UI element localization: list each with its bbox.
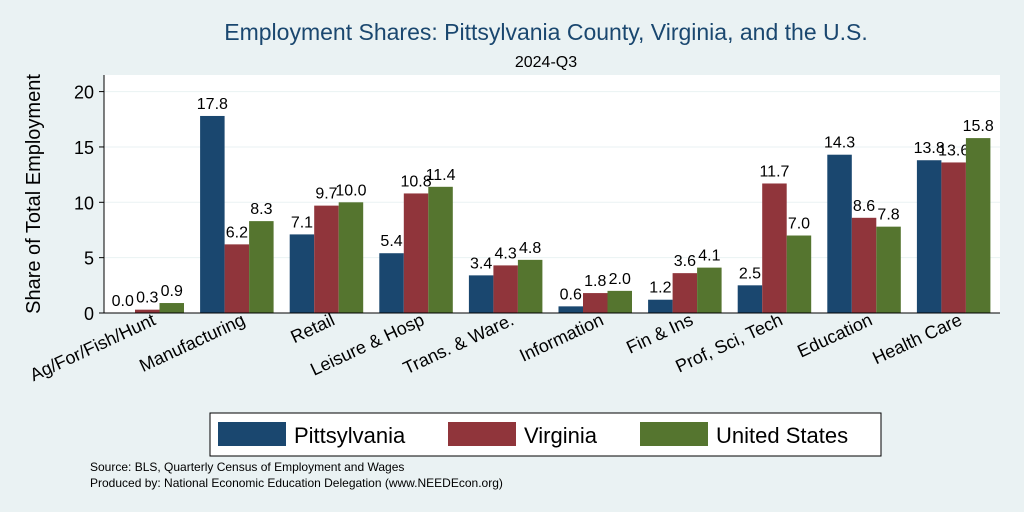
x-tick-label-8: Education — [794, 309, 875, 361]
legend-swatch-virginia — [448, 422, 516, 446]
data-label-0-8: 14.3 — [824, 135, 855, 152]
bar-0-5 — [558, 306, 583, 313]
bar-1-8 — [851, 217, 877, 313]
data-label-0-1: 17.8 — [197, 96, 228, 113]
data-label-1-4: 4.3 — [495, 245, 517, 262]
data-label-2-9: 15.8 — [963, 118, 994, 135]
data-label-0-9: 13.8 — [914, 140, 945, 157]
data-label-2-8: 7.8 — [877, 207, 899, 224]
legend: Pittsylvania Virginia United States — [209, 412, 882, 457]
chart-title: Employment Shares: Pittsylvania County, … — [224, 19, 867, 45]
data-label-2-2: 10.0 — [335, 182, 366, 199]
x-tick-label-6: Fin & Ins — [623, 309, 696, 357]
bar-0-7 — [737, 285, 763, 313]
x-tick-label-9: Health Care — [869, 309, 965, 368]
data-label-0-5: 0.6 — [560, 286, 582, 303]
x-tick-label-2: Retail — [288, 309, 338, 347]
data-label-2-7: 7.0 — [788, 216, 810, 233]
data-label-0-2: 7.1 — [291, 214, 313, 231]
data-label-1-5: 1.8 — [584, 273, 606, 290]
bar-1-3 — [403, 193, 429, 313]
data-label-0-0: 0.0 — [112, 293, 134, 310]
bar-2-0 — [159, 303, 184, 313]
produced-note: Produced by: National Economic Education… — [90, 476, 503, 490]
data-label-0-3: 5.4 — [380, 233, 402, 250]
bar-1-4 — [493, 265, 518, 313]
data-label-2-3: 11.4 — [426, 167, 456, 184]
data-label-1-8: 8.6 — [853, 198, 875, 215]
bar-1-9 — [941, 162, 966, 313]
bar-1-2 — [314, 205, 339, 313]
legend-swatch-united-states — [640, 422, 708, 446]
bar-2-8 — [876, 226, 901, 313]
data-label-1-9: 13.6 — [938, 142, 969, 159]
legend-label-united-states: United States — [716, 423, 848, 448]
data-label-2-0: 0.9 — [161, 283, 183, 300]
bar-2-5 — [607, 290, 632, 313]
data-label-0-4: 3.4 — [470, 255, 492, 272]
bar-0-3 — [379, 253, 404, 313]
y-tick-label-5: 5 — [84, 249, 94, 269]
bar-2-2 — [338, 202, 364, 313]
bar-2-6 — [697, 267, 722, 313]
y-axis-label: Share of Total Employment — [23, 74, 45, 314]
data-label-1-2: 9.7 — [315, 186, 337, 203]
data-label-2-4: 4.8 — [519, 240, 541, 257]
bar-0-2 — [289, 234, 315, 313]
bar-0-9 — [916, 160, 942, 313]
bar-1-6 — [672, 273, 698, 313]
data-label-2-1: 8.3 — [250, 201, 272, 218]
bar-2-1 — [249, 221, 274, 313]
bar-0-4 — [468, 275, 494, 313]
data-label-0-7: 2.5 — [739, 265, 761, 282]
bar-2-7 — [786, 235, 812, 313]
data-label-1-7: 11.7 — [759, 163, 789, 180]
data-label-1-0: 0.3 — [136, 290, 158, 307]
legend-label-virginia: Virginia — [524, 423, 598, 448]
data-label-0-6: 1.2 — [649, 280, 671, 297]
y-tick-label-20: 20 — [74, 83, 94, 103]
y-tick-label-15: 15 — [74, 138, 94, 158]
bar-1-5 — [583, 293, 608, 313]
data-label-1-3: 10.8 — [400, 173, 431, 190]
legend-swatch-pittsylvania — [218, 422, 286, 446]
bar-1-7 — [762, 183, 787, 313]
legend-box — [209, 412, 882, 457]
bar-1-1 — [224, 244, 250, 313]
bar-2-4 — [517, 259, 543, 313]
legend-label-pittsylvania: Pittsylvania — [294, 423, 406, 448]
data-label-1-1: 6.2 — [226, 224, 248, 241]
bar-1-0 — [135, 309, 160, 313]
bar-2-9 — [965, 138, 991, 313]
x-tick-label-5: Information — [516, 309, 606, 365]
chart-subtitle: 2024-Q3 — [515, 54, 577, 71]
y-tick-label-0: 0 — [84, 304, 94, 324]
y-tick-label-10: 10 — [74, 193, 94, 213]
data-label-1-6: 3.6 — [674, 253, 696, 270]
bar-0-8 — [827, 154, 852, 313]
bar-2-3 — [428, 186, 453, 313]
bar-0-6 — [648, 299, 673, 313]
source-note: Source: BLS, Quarterly Census of Employm… — [90, 460, 404, 474]
bar-0-1 — [200, 115, 225, 314]
data-label-2-5: 2.0 — [609, 271, 631, 288]
data-label-2-6: 4.1 — [698, 248, 720, 265]
